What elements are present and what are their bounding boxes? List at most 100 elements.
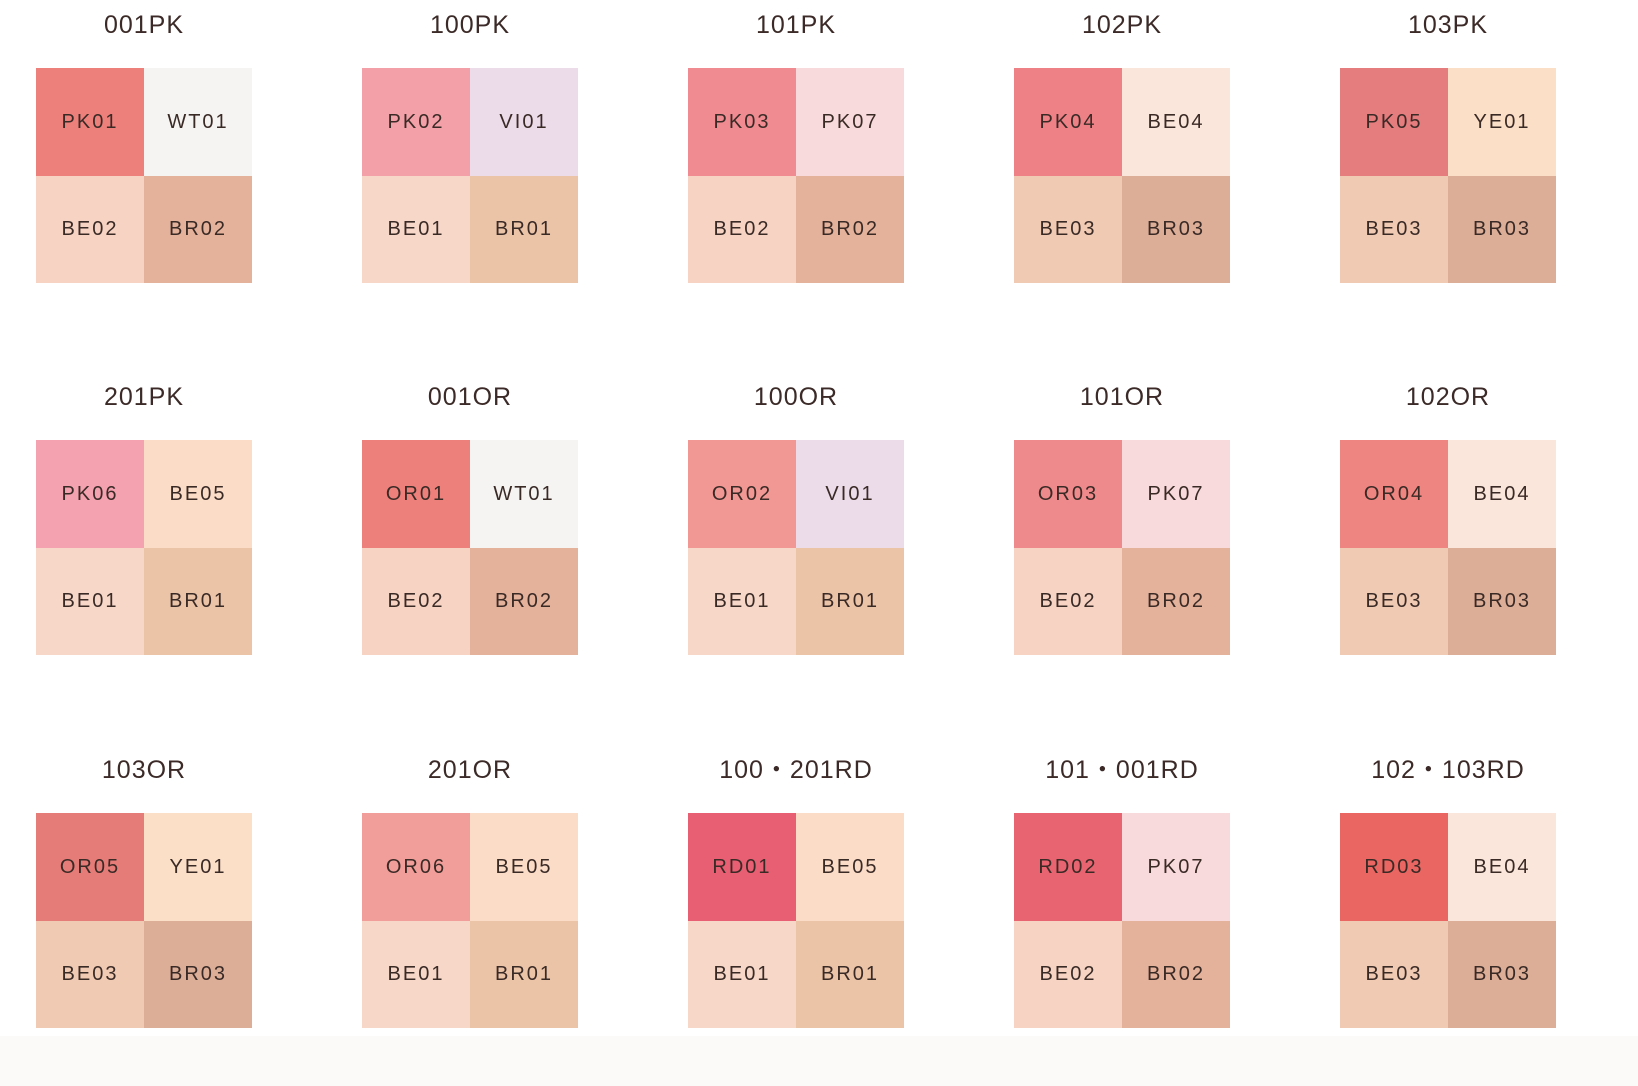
- palette-title: 100PK: [429, 11, 511, 39]
- palette-card: 102PK PK04 BE04 BE03 BR03: [1014, 11, 1230, 283]
- color-swatch: OR05: [36, 813, 144, 921]
- swatch-grid: OR04 BE04 BE03 BR03: [1340, 440, 1556, 655]
- swatch-grid: PK01 WT01 BE02 BR02: [36, 68, 252, 283]
- color-swatch: BR02: [796, 176, 904, 283]
- swatch-grid: OR05 YE01 BE03 BR03: [36, 813, 252, 1028]
- swatch-grid: PK05 YE01 BE03 BR03: [1340, 68, 1556, 283]
- color-swatch: PK07: [796, 68, 904, 176]
- swatch-grid: RD01 BE05 BE01 BR01: [688, 813, 904, 1028]
- color-swatch: BR01: [470, 176, 578, 283]
- color-swatch: BE04: [1448, 813, 1556, 921]
- color-swatch: OR03: [1014, 440, 1122, 548]
- palette-card: 102OR OR04 BE04 BE03 BR03: [1340, 383, 1556, 655]
- color-swatch: BR02: [144, 176, 252, 283]
- color-swatch: BE01: [362, 921, 470, 1028]
- palette-title: 201PK: [103, 383, 185, 411]
- palette-title: 100・201RD: [719, 756, 873, 784]
- color-swatch: VI01: [470, 68, 578, 176]
- palette-card: 101PK PK03 PK07 BE02 BR02: [688, 11, 904, 283]
- palette-title: 201OR: [427, 756, 513, 784]
- color-swatch: RD02: [1014, 813, 1122, 921]
- swatch-grid: PK04 BE04 BE03 BR03: [1014, 68, 1230, 283]
- swatch-grid: OR01 WT01 BE02 BR02: [362, 440, 578, 655]
- swatch-grid: OR02 VI01 BE01 BR01: [688, 440, 904, 655]
- swatch-grid: PK02 VI01 BE01 BR01: [362, 68, 578, 283]
- color-swatch: BE02: [1014, 548, 1122, 655]
- color-swatch: BE03: [36, 921, 144, 1028]
- color-swatch: PK04: [1014, 68, 1122, 176]
- color-swatch: BE02: [36, 176, 144, 283]
- palette-title: 101PK: [755, 11, 837, 39]
- color-swatch: BE04: [1448, 440, 1556, 548]
- palette-title: 102・103RD: [1371, 756, 1525, 784]
- color-swatch: OR04: [1340, 440, 1448, 548]
- palette-title: 001OR: [427, 383, 513, 411]
- color-swatch: YE01: [144, 813, 252, 921]
- color-swatch: RD01: [688, 813, 796, 921]
- color-swatch: VI01: [796, 440, 904, 548]
- palette-title: 101・001RD: [1045, 756, 1199, 784]
- color-swatch: BE04: [1122, 68, 1230, 176]
- color-swatch: BE02: [362, 548, 470, 655]
- color-swatch: BR01: [796, 921, 904, 1028]
- color-swatch: OR02: [688, 440, 796, 548]
- bottom-edge: [0, 1036, 1638, 1086]
- color-swatch: BR03: [1448, 921, 1556, 1028]
- palette-title: 102OR: [1405, 383, 1491, 411]
- color-swatch: BE01: [36, 548, 144, 655]
- palette-card: 101OR OR03 PK07 BE02 BR02: [1014, 383, 1230, 655]
- color-swatch: BE05: [470, 813, 578, 921]
- color-swatch: BR03: [1122, 176, 1230, 283]
- color-swatch: OR01: [362, 440, 470, 548]
- color-swatch: BE02: [688, 176, 796, 283]
- color-swatch: BE03: [1340, 921, 1448, 1028]
- color-swatch: PK05: [1340, 68, 1448, 176]
- color-swatch: BR02: [470, 548, 578, 655]
- palette-title: 001PK: [103, 11, 185, 39]
- color-swatch: PK03: [688, 68, 796, 176]
- palette-card: 103OR OR05 YE01 BE03 BR03: [36, 756, 252, 1028]
- color-swatch: WT01: [144, 68, 252, 176]
- palette-card: 201PK PK06 BE05 BE01 BR01: [36, 383, 252, 655]
- color-swatch: BE02: [1014, 921, 1122, 1028]
- color-swatch: BR01: [796, 548, 904, 655]
- palette-card: 100PK PK02 VI01 BE01 BR01: [362, 11, 578, 283]
- swatch-grid: RD02 PK07 BE02 BR02: [1014, 813, 1230, 1028]
- color-swatch: BE01: [688, 548, 796, 655]
- palette-title: 101OR: [1079, 383, 1165, 411]
- palette-card: 001PK PK01 WT01 BE02 BR02: [36, 11, 252, 283]
- color-swatch: OR06: [362, 813, 470, 921]
- color-swatch: BE05: [144, 440, 252, 548]
- palette-card: 102・103RD RD03 BE04 BE03 BR03: [1340, 756, 1556, 1028]
- color-swatch: BR01: [470, 921, 578, 1028]
- color-swatch: BR03: [1448, 548, 1556, 655]
- palette-card: 201OR OR06 BE05 BE01 BR01: [362, 756, 578, 1028]
- palette-card: 103PK PK05 YE01 BE03 BR03: [1340, 11, 1556, 283]
- color-swatch: RD03: [1340, 813, 1448, 921]
- color-swatch: BR03: [144, 921, 252, 1028]
- palette-card: 101・001RD RD02 PK07 BE02 BR02: [1014, 756, 1230, 1028]
- palette-title: 102PK: [1081, 11, 1163, 39]
- swatch-grid: PK03 PK07 BE02 BR02: [688, 68, 904, 283]
- color-swatch: WT01: [470, 440, 578, 548]
- palette-title: 100OR: [753, 383, 839, 411]
- color-swatch: BE05: [796, 813, 904, 921]
- color-swatch: YE01: [1448, 68, 1556, 176]
- swatch-grid: RD03 BE04 BE03 BR03: [1340, 813, 1556, 1028]
- swatch-grid: OR06 BE05 BE01 BR01: [362, 813, 578, 1028]
- color-swatch: BR03: [1448, 176, 1556, 283]
- color-swatch: PK06: [36, 440, 144, 548]
- color-swatch: PK07: [1122, 813, 1230, 921]
- color-swatch: PK01: [36, 68, 144, 176]
- palette-card: 001OR OR01 WT01 BE02 BR02: [362, 383, 578, 655]
- palette-card: 100OR OR02 VI01 BE01 BR01: [688, 383, 904, 655]
- color-swatch: BR02: [1122, 921, 1230, 1028]
- color-swatch: PK07: [1122, 440, 1230, 548]
- swatch-grid: PK06 BE05 BE01 BR01: [36, 440, 252, 655]
- color-swatch: BE01: [362, 176, 470, 283]
- color-swatch: BE03: [1340, 176, 1448, 283]
- color-swatch: BR01: [144, 548, 252, 655]
- color-swatch: BE03: [1340, 548, 1448, 655]
- color-swatch: PK02: [362, 68, 470, 176]
- palette-title: 103OR: [101, 756, 187, 784]
